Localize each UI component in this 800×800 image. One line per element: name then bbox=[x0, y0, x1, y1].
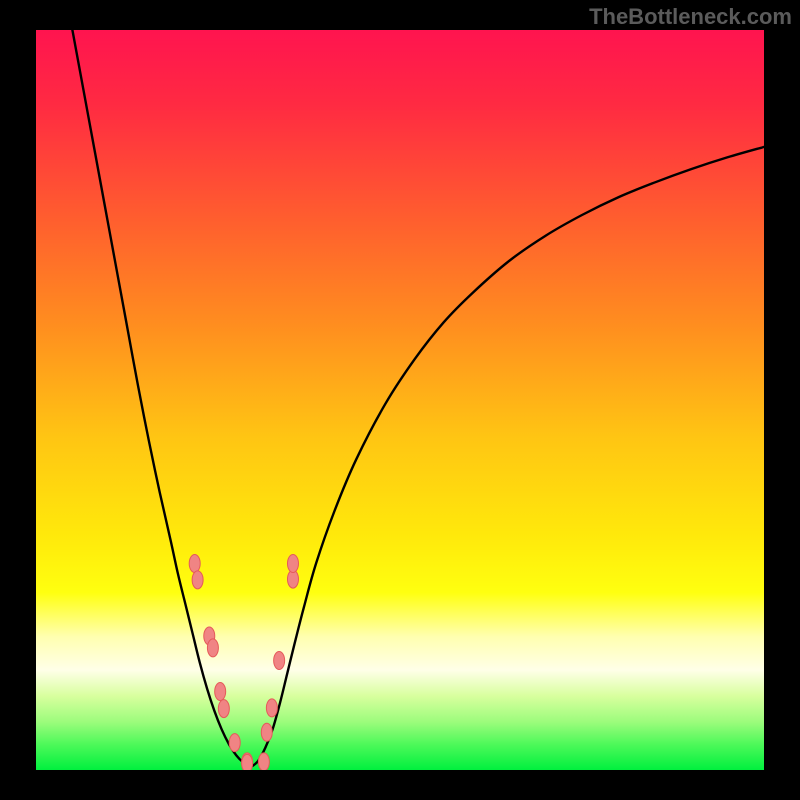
outer-frame: TheBottleneck.com bbox=[0, 0, 800, 800]
watermark-text: TheBottleneck.com bbox=[589, 4, 792, 30]
gradient-background bbox=[36, 30, 764, 770]
plot-area bbox=[36, 30, 764, 770]
